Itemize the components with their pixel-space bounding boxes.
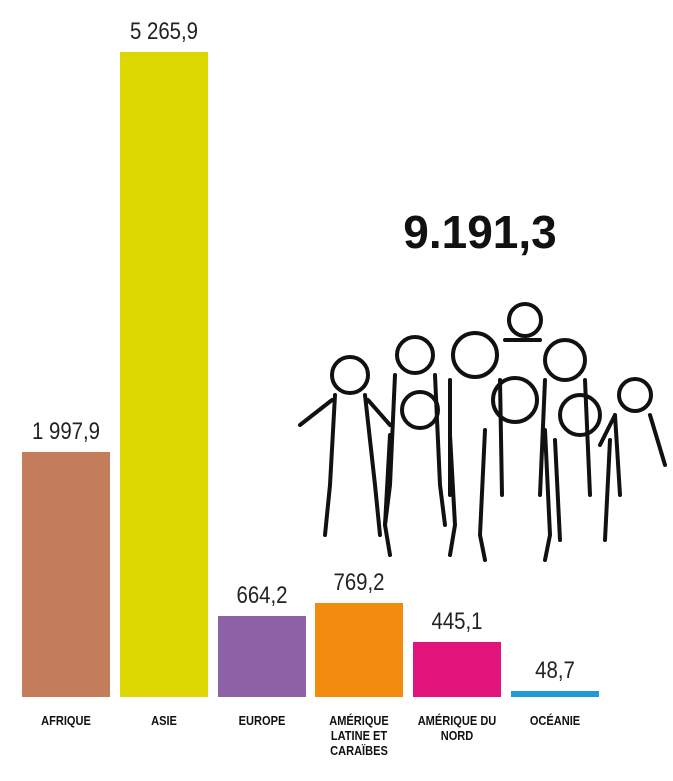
- category-label: AMÉRIQUE LATINE ET CARAÏBES: [317, 713, 402, 758]
- bar: [120, 52, 208, 697]
- people-illustration: [290, 295, 670, 565]
- value-label: 445,1: [406, 608, 508, 636]
- bar: [413, 642, 501, 697]
- category-label: OCÉANIE: [513, 713, 598, 728]
- bar: [218, 616, 306, 697]
- total-annotation: 9.191,3: [330, 205, 630, 259]
- category-label: EUROPE: [219, 713, 304, 728]
- value-label: 48,7: [504, 657, 606, 685]
- category-label: ASIE: [121, 713, 206, 728]
- value-label: 664,2: [211, 582, 313, 610]
- bar: [315, 603, 403, 697]
- value-label: 1 997,9: [15, 418, 117, 446]
- category-label: AFRIQUE: [24, 713, 109, 728]
- value-label: 769,2: [308, 569, 410, 597]
- category-label: AMÉRIQUE DU NORD: [415, 713, 500, 743]
- bar: [511, 691, 599, 697]
- value-label: 5 265,9: [113, 18, 215, 46]
- chart: 9.191,3 1 997,9 AFRIQUE 5 265,9 ASIE 664,2 EU…: [0, 0, 673, 781]
- bar: [22, 452, 110, 697]
